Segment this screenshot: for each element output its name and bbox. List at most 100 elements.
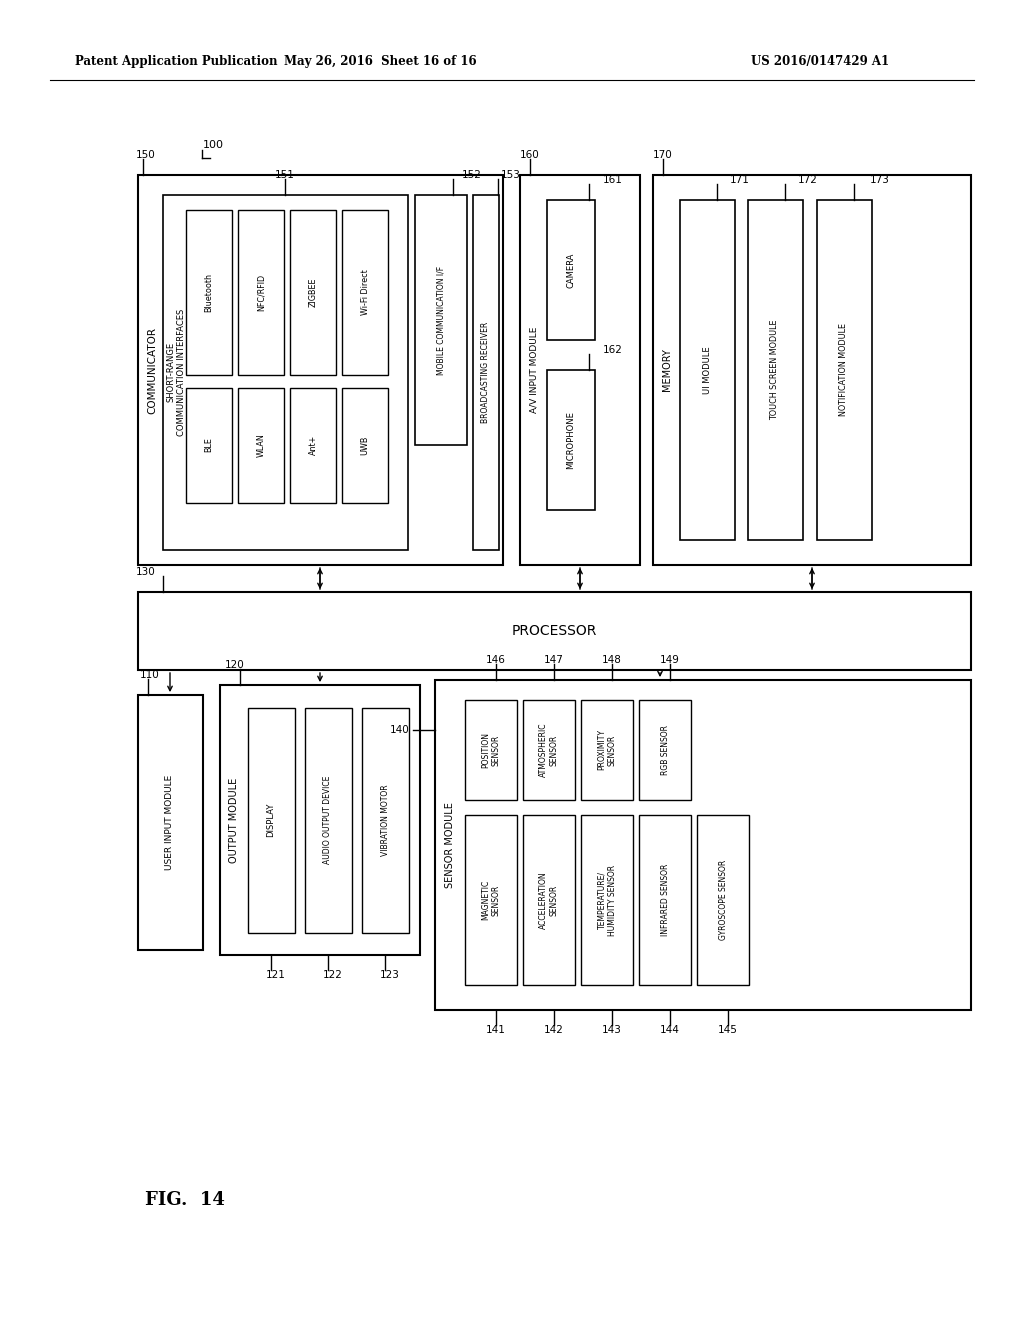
Bar <box>415 195 467 445</box>
Text: CAMERA: CAMERA <box>566 252 575 288</box>
Text: 110: 110 <box>140 671 160 680</box>
Text: UWB: UWB <box>360 436 370 454</box>
Text: 150: 150 <box>136 150 156 160</box>
Bar <box>220 685 420 954</box>
Bar <box>523 700 575 800</box>
Bar <box>138 176 503 565</box>
Bar <box>435 680 971 1010</box>
Text: 173: 173 <box>870 176 890 185</box>
Bar <box>186 388 232 503</box>
Text: 100: 100 <box>203 140 224 150</box>
Bar <box>680 201 735 540</box>
Text: Bluetooth: Bluetooth <box>205 272 213 312</box>
Text: 142: 142 <box>544 1026 564 1035</box>
Bar <box>238 388 284 503</box>
Text: Patent Application Publication: Patent Application Publication <box>75 55 278 69</box>
Text: 151: 151 <box>275 170 295 180</box>
Bar <box>581 814 633 985</box>
Text: A/V INPUT MODULE: A/V INPUT MODULE <box>529 327 539 413</box>
Text: Wi-Fi Direct: Wi-Fi Direct <box>360 269 370 315</box>
Text: 161: 161 <box>603 176 623 185</box>
Text: 145: 145 <box>718 1026 738 1035</box>
Text: US 2016/0147429 A1: US 2016/0147429 A1 <box>751 55 889 69</box>
Text: ATMOSPHERIC
SENSOR: ATMOSPHERIC SENSOR <box>540 723 559 777</box>
Text: ACCELERATION
SENSOR: ACCELERATION SENSOR <box>540 871 559 929</box>
Bar <box>639 814 691 985</box>
Text: 171: 171 <box>730 176 750 185</box>
Text: May 26, 2016  Sheet 16 of 16: May 26, 2016 Sheet 16 of 16 <box>284 55 476 69</box>
Text: DISPLAY: DISPLAY <box>266 803 275 837</box>
Text: BROADCASTING RECEIVER: BROADCASTING RECEIVER <box>481 321 490 422</box>
Text: 160: 160 <box>520 150 540 160</box>
Bar <box>581 700 633 800</box>
Text: COMMUNICATOR: COMMUNICATOR <box>147 326 157 413</box>
Bar <box>520 176 640 565</box>
Text: 147: 147 <box>544 655 564 665</box>
Text: 120: 120 <box>225 660 245 671</box>
Bar <box>342 388 388 503</box>
Bar <box>547 201 595 341</box>
Text: 149: 149 <box>660 655 680 665</box>
Bar <box>342 210 388 375</box>
Bar <box>748 201 803 540</box>
Text: AUDIO OUTPUT DEVICE: AUDIO OUTPUT DEVICE <box>324 776 333 865</box>
Bar <box>653 176 971 565</box>
Bar <box>465 814 517 985</box>
Text: INFRARED SENSOR: INFRARED SENSOR <box>660 863 670 936</box>
Text: FIG.  14: FIG. 14 <box>145 1191 225 1209</box>
Text: MOBILE COMMUNICATION I/F: MOBILE COMMUNICATION I/F <box>436 265 445 375</box>
Text: 143: 143 <box>602 1026 622 1035</box>
Text: NFC/RFID: NFC/RFID <box>256 273 265 310</box>
Text: SHORT-RANGE
COMMUNICATION INTERFACES: SHORT-RANGE COMMUNICATION INTERFACES <box>166 309 185 436</box>
Text: 121: 121 <box>266 970 286 979</box>
Text: 122: 122 <box>323 970 343 979</box>
Text: Ant+: Ant+ <box>308 434 317 455</box>
Text: WLAN: WLAN <box>256 433 265 457</box>
Bar <box>163 195 408 550</box>
Bar <box>248 708 295 933</box>
Text: 141: 141 <box>486 1026 506 1035</box>
Bar <box>186 210 232 375</box>
Text: 123: 123 <box>380 970 400 979</box>
Text: RGB SENSOR: RGB SENSOR <box>660 725 670 775</box>
Bar <box>138 591 971 671</box>
Text: TOUCH SCREEN MODULE: TOUCH SCREEN MODULE <box>770 319 779 420</box>
Text: VIBRATION MOTOR: VIBRATION MOTOR <box>381 784 389 855</box>
Bar <box>817 201 872 540</box>
Text: PROCESSOR: PROCESSOR <box>511 624 597 638</box>
Text: TEMPERATURE/
HUMIDITY SENSOR: TEMPERATURE/ HUMIDITY SENSOR <box>597 865 616 936</box>
Text: 162: 162 <box>603 345 623 355</box>
Text: USER INPUT MODULE: USER INPUT MODULE <box>166 775 174 870</box>
Bar <box>238 210 284 375</box>
Bar <box>465 700 517 800</box>
Text: SENSOR MODULE: SENSOR MODULE <box>445 803 455 888</box>
Text: 148: 148 <box>602 655 622 665</box>
Bar <box>523 814 575 985</box>
Bar <box>473 195 499 550</box>
Bar <box>138 696 203 950</box>
Text: POSITION
SENSOR: POSITION SENSOR <box>481 733 501 768</box>
Text: OUTPUT MODULE: OUTPUT MODULE <box>229 777 239 863</box>
Bar <box>547 370 595 510</box>
Text: UI MODULE: UI MODULE <box>702 346 712 393</box>
Text: 172: 172 <box>798 176 818 185</box>
Text: MICROPHONE: MICROPHONE <box>566 411 575 469</box>
Text: MAGNETIC
SENSOR: MAGNETIC SENSOR <box>481 880 501 920</box>
Text: ZIGBEE: ZIGBEE <box>308 277 317 306</box>
Bar <box>305 708 352 933</box>
Text: 152: 152 <box>462 170 482 180</box>
Text: MEMORY: MEMORY <box>662 348 672 392</box>
Text: GYROSCOPE SENSOR: GYROSCOPE SENSOR <box>719 859 727 940</box>
Bar <box>290 388 336 503</box>
Text: 170: 170 <box>653 150 673 160</box>
Text: BLE: BLE <box>205 437 213 453</box>
Bar <box>362 708 409 933</box>
Bar <box>639 700 691 800</box>
Bar <box>697 814 749 985</box>
Text: NOTIFICATION MODULE: NOTIFICATION MODULE <box>840 323 849 417</box>
Text: 130: 130 <box>136 568 156 577</box>
Bar <box>290 210 336 375</box>
Text: 140: 140 <box>390 725 410 735</box>
Text: 153: 153 <box>501 170 521 180</box>
Text: PROXIMITY
SENSOR: PROXIMITY SENSOR <box>597 730 616 771</box>
